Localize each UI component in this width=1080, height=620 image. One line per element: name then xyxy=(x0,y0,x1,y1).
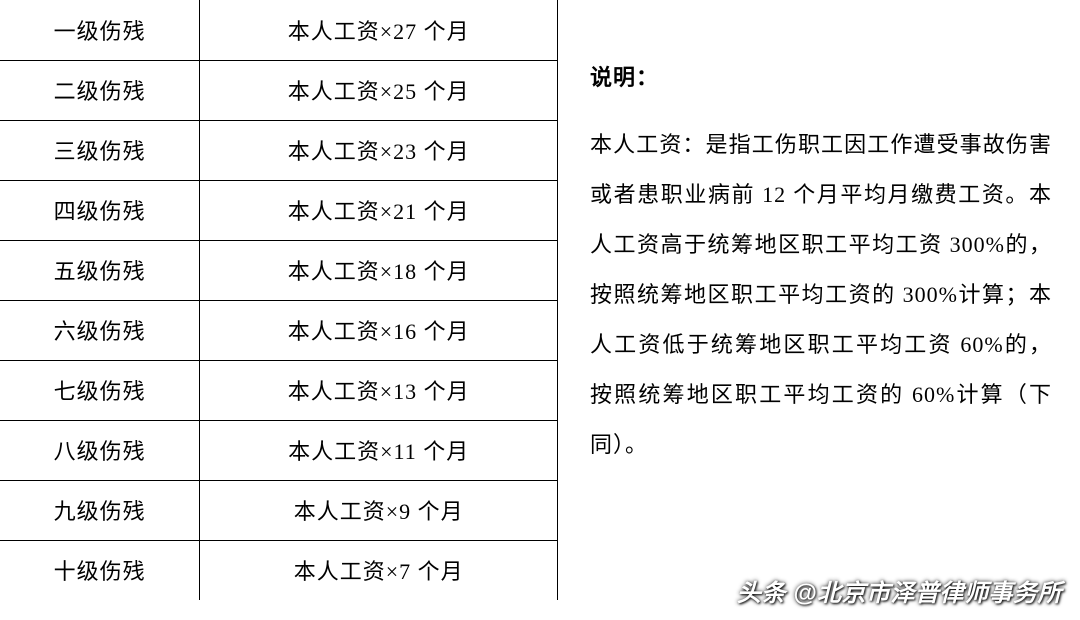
compensation-table: 一级伤残 本人工资×27 个月 二级伤残 本人工资×25 个月 三级伤残 本人工… xyxy=(0,0,558,600)
table-row: 四级伤残 本人工资×21 个月 xyxy=(0,180,558,240)
table-row: 五级伤残 本人工资×18 个月 xyxy=(0,240,558,300)
cell-level: 四级伤残 xyxy=(0,180,200,240)
table-row: 八级伤残 本人工资×11 个月 xyxy=(0,420,558,480)
cell-level: 九级伤残 xyxy=(0,480,200,540)
cell-level: 五级伤残 xyxy=(0,240,200,300)
compensation-table-area: 一级伤残 本人工资×27 个月 二级伤残 本人工资×25 个月 三级伤残 本人工… xyxy=(0,0,558,620)
cell-level: 一级伤残 xyxy=(0,0,200,60)
cell-formula: 本人工资×7 个月 xyxy=(200,540,558,600)
cell-formula: 本人工资×16 个月 xyxy=(200,300,558,360)
cell-formula: 本人工资×18 个月 xyxy=(200,240,558,300)
cell-formula: 本人工资×21 个月 xyxy=(200,180,558,240)
cell-level: 十级伤残 xyxy=(0,540,200,600)
content-wrapper: 一级伤残 本人工资×27 个月 二级伤残 本人工资×25 个月 三级伤残 本人工… xyxy=(0,0,1080,620)
table-row: 一级伤残 本人工资×27 个月 xyxy=(0,0,558,60)
cell-level: 八级伤残 xyxy=(0,420,200,480)
explanation-area: 说明： 本人工资：是指工伤职工因工作遭受事故伤害或者患职业病前 12 个月平均月… xyxy=(558,0,1080,620)
explanation-title: 说明： xyxy=(590,60,1052,92)
cell-level: 六级伤残 xyxy=(0,300,200,360)
watermark-text: 头条 @北京市泽普律师事务所 xyxy=(737,573,1062,608)
cell-formula: 本人工资×13 个月 xyxy=(200,360,558,420)
cell-formula: 本人工资×11 个月 xyxy=(200,420,558,480)
cell-formula: 本人工资×27 个月 xyxy=(200,0,558,60)
table-body: 一级伤残 本人工资×27 个月 二级伤残 本人工资×25 个月 三级伤残 本人工… xyxy=(0,0,558,600)
explanation-body: 本人工资：是指工伤职工因工作遭受事故伤害或者患职业病前 12 个月平均月缴费工资… xyxy=(590,120,1052,470)
cell-formula: 本人工资×23 个月 xyxy=(200,120,558,180)
cell-formula: 本人工资×25 个月 xyxy=(200,60,558,120)
table-row: 三级伤残 本人工资×23 个月 xyxy=(0,120,558,180)
table-row: 十级伤残 本人工资×7 个月 xyxy=(0,540,558,600)
cell-formula: 本人工资×9 个月 xyxy=(200,480,558,540)
cell-level: 二级伤残 xyxy=(0,60,200,120)
cell-level: 三级伤残 xyxy=(0,120,200,180)
table-row: 六级伤残 本人工资×16 个月 xyxy=(0,300,558,360)
table-row: 九级伤残 本人工资×9 个月 xyxy=(0,480,558,540)
table-row: 二级伤残 本人工资×25 个月 xyxy=(0,60,558,120)
table-row: 七级伤残 本人工资×13 个月 xyxy=(0,360,558,420)
cell-level: 七级伤残 xyxy=(0,360,200,420)
